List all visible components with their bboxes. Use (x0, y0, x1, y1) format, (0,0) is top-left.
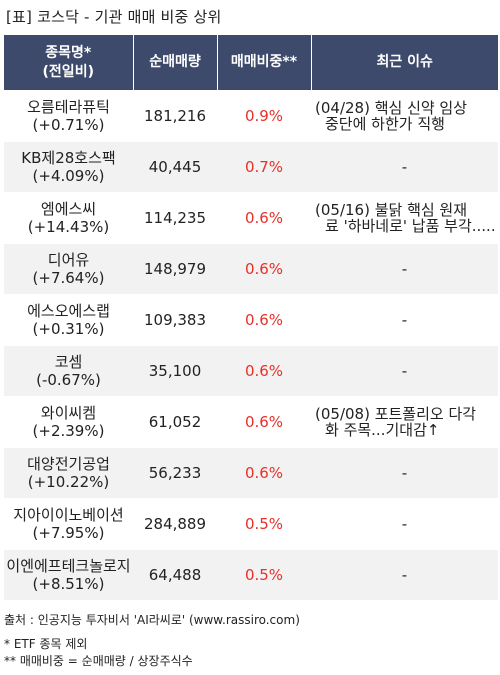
stock-name-cell: 오름테라퓨틱 (+0.71%) (4, 90, 133, 142)
table-row: 코셈 (-0.67%) 35,100 0.6% - (4, 345, 498, 397)
net-volume: 40,445 (133, 141, 217, 193)
stock-change: (+8.51%) (32, 575, 105, 593)
net-volume: 35,100 (133, 345, 217, 397)
header-name: 종목명* (전일비) (4, 35, 133, 91)
recent-issue: (05/16) 불닭 핵심 원재 료 '하바네로' 납품 부각..... (311, 192, 498, 244)
net-volume: 56,233 (133, 447, 217, 499)
issue-line-2: 료 '하바네로' 납품 부각..... (325, 217, 496, 235)
trade-ratio: 0.6% (217, 243, 311, 295)
trade-ratio: 0.7% (217, 141, 311, 193)
net-volume: 284,889 (133, 498, 217, 550)
table-row: 디어유 (+7.64%) 148,979 0.6% - (4, 243, 498, 295)
trade-ratio: 0.5% (217, 549, 311, 600)
issue-line-1: - (401, 158, 408, 176)
trade-ratio: 0.5% (217, 498, 311, 550)
stock-name: 에스오에스랩 (27, 302, 110, 320)
issue-line-1: - (401, 566, 408, 584)
trade-ratio: 0.6% (217, 192, 311, 244)
recent-issue: - (311, 498, 498, 550)
issue-line-1: - (401, 515, 408, 533)
net-volume: 114,235 (133, 192, 217, 244)
stock-name-cell: 지아이이노베이션 (+7.95%) (4, 498, 133, 550)
stock-name-cell: KB제28호스팩 (+4.09%) (4, 141, 133, 193)
header-volume: 순매매량 (132, 35, 217, 91)
issue-line-1: (04/28) 핵심 신약 임상 (315, 99, 468, 117)
issue-line-1: (05/16) 불닭 핵심 원재 (315, 201, 468, 219)
net-volume: 61,052 (133, 396, 217, 448)
stock-name: 엠에스씨 (40, 200, 97, 218)
issue-line-1: - (401, 362, 408, 380)
recent-issue: - (311, 141, 498, 193)
stock-name-cell: 이엔에프테크놀로지 (+8.51%) (4, 549, 133, 600)
stock-name: KB제28호스팩 (21, 149, 116, 167)
net-volume: 181,216 (133, 90, 217, 142)
stock-change: (+14.43%) (27, 218, 110, 236)
issue-line-2: 중단에 하한가 직행 (325, 115, 445, 133)
table-row: 이엔에프테크놀로지 (+8.51%) 64,488 0.5% - (4, 549, 498, 600)
issue-line-1: - (401, 464, 408, 482)
stock-change: (+7.95%) (32, 524, 105, 542)
stock-name: 코셈 (54, 353, 83, 371)
table-header-row: 종목명* (전일비) 순매매량 매매비중** 최근 이슈 (4, 35, 498, 91)
stock-change: (+7.64%) (32, 269, 105, 287)
page-title: [표] 코스닥 - 기관 매매 비중 상위 (6, 8, 222, 26)
stock-name-cell: 엠에스씨 (+14.43%) (4, 192, 133, 244)
stock-change: (-0.67%) (36, 371, 101, 389)
stock-name-cell: 에스오에스랩 (+0.31%) (4, 294, 133, 346)
stock-name: 디어유 (47, 251, 90, 269)
trade-ratio: 0.6% (217, 294, 311, 346)
recent-issue: - (311, 243, 498, 295)
stock-change: (+10.22%) (27, 473, 110, 491)
table-row: 에스오에스랩 (+0.31%) 109,383 0.6% - (4, 294, 498, 346)
stock-name: 와이씨켐 (40, 404, 97, 422)
issue-line-1: - (401, 260, 408, 278)
table-row: 엠에스씨 (+14.43%) 114,235 0.6% (05/16) 불닭 핵심 원재… (4, 192, 498, 244)
trade-ratio: 0.6% (217, 447, 311, 499)
recent-issue: (05/08) 포트폴리오 다각 화 주목...기대감↑ (311, 396, 498, 448)
stock-change: (+0.31%) (32, 320, 105, 338)
stock-name-cell: 코셈 (-0.67%) (4, 345, 133, 397)
stock-change: (+4.09%) (32, 167, 105, 185)
stock-name: 오름테라퓨틱 (27, 98, 110, 116)
source-note: 출처 : 인공지능 투자비서 'AI라씨로' (www.rassiro.com) (4, 613, 300, 627)
stock-change: (+2.39%) (32, 422, 105, 440)
net-volume: 64,488 (133, 549, 217, 600)
table-row: 오름테라퓨틱 (+0.71%) 181,216 0.9% (04/28) 핵심 신약 임… (4, 90, 498, 142)
recent-issue: - (311, 294, 498, 346)
issue-line-1: (05/08) 포트폴리오 다각 (315, 405, 477, 423)
table-row: 지아이이노베이션 (+7.95%) 284,889 0.5% - (4, 498, 498, 550)
recent-issue: - (311, 345, 498, 397)
stock-name: 지아이이노베이션 (13, 506, 124, 524)
stock-name: 이엔에프테크놀로지 (6, 557, 131, 575)
trade-ratio: 0.6% (217, 396, 311, 448)
issue-line-1: - (401, 311, 408, 329)
net-volume: 109,383 (133, 294, 217, 346)
recent-issue: (04/28) 핵심 신약 임상 중단에 하한가 직행 (311, 90, 498, 142)
stock-change: (+0.71%) (32, 116, 105, 134)
stock-name-cell: 대양전기공업 (+10.22%) (4, 447, 133, 499)
table-row: 와이씨켐 (+2.39%) 61,052 0.6% (05/08) 포트폴리오 다각 화 … (4, 396, 498, 448)
table-row: KB제28호스팩 (+4.09%) 40,445 0.7% - (4, 141, 498, 193)
recent-issue: - (311, 447, 498, 499)
issue-line-2: 화 주목...기대감↑ (325, 421, 440, 439)
footnote-etf: * ETF 종목 제외 (4, 637, 88, 651)
net-volume: 148,979 (133, 243, 217, 295)
header-ratio: 매매비중** (216, 35, 311, 91)
trading-ratio-table: 종목명* (전일비) 순매매량 매매비중** 최근 이슈 오름테라퓨틱 (+0.7… (4, 35, 498, 600)
footnote-ratio: ** 매매비중 = 순매매량 / 상장주식수 (4, 654, 193, 668)
header-issue: 최근 이슈 (310, 35, 498, 91)
stock-name-cell: 디어유 (+7.64%) (4, 243, 133, 295)
recent-issue: - (311, 549, 498, 600)
stock-name-cell: 와이씨켐 (+2.39%) (4, 396, 133, 448)
stock-name: 대양전기공업 (27, 455, 110, 473)
table-row: 대양전기공업 (+10.22%) 56,233 0.6% - (4, 447, 498, 499)
trade-ratio: 0.9% (217, 90, 311, 142)
trade-ratio: 0.6% (217, 345, 311, 397)
